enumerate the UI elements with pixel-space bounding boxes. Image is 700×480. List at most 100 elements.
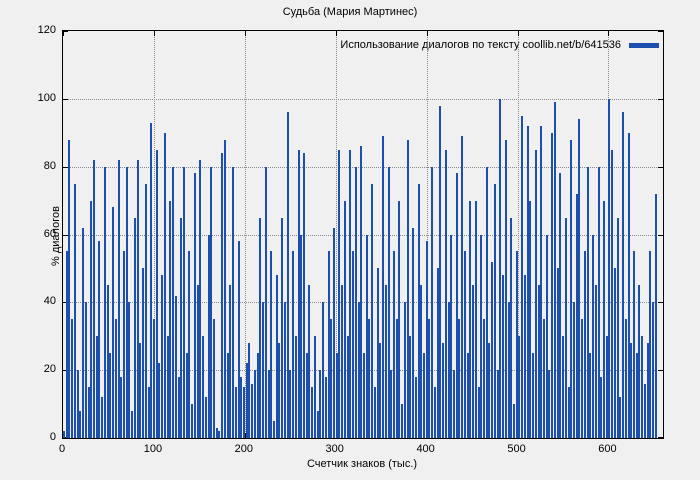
- bar: [229, 285, 232, 438]
- y-tick-mark: [63, 234, 68, 236]
- bar: [333, 227, 335, 438]
- bar: [444, 149, 447, 438]
- bar: [95, 336, 98, 438]
- bar: [204, 397, 207, 438]
- bar: [363, 353, 365, 438]
- bar: [412, 227, 415, 438]
- bar: [65, 251, 68, 438]
- bar: [406, 139, 409, 438]
- bar: [477, 387, 480, 438]
- bar: [327, 251, 330, 438]
- bar: [153, 319, 155, 438]
- bar: [343, 200, 346, 438]
- bar: [540, 125, 543, 438]
- bar: [223, 139, 226, 438]
- bar: [439, 105, 442, 438]
- y-tick-mark: [63, 302, 68, 304]
- y-tick-mark: [63, 370, 68, 372]
- bar: [600, 376, 603, 438]
- y-tick-label: 100: [37, 91, 56, 104]
- bar: [515, 251, 518, 438]
- bar: [594, 285, 597, 438]
- bar: [455, 173, 458, 438]
- bar: [248, 343, 251, 438]
- bar: [226, 353, 229, 438]
- gridline-vertical: [335, 31, 337, 438]
- y-tick-mark: [658, 370, 663, 372]
- bar: [297, 149, 300, 438]
- bar: [553, 102, 556, 438]
- bar: [191, 404, 194, 438]
- bar: [425, 241, 428, 438]
- bar: [491, 261, 494, 438]
- bar: [420, 285, 423, 438]
- bar: [316, 410, 319, 438]
- gridline-vertical: [244, 31, 246, 438]
- bar: [428, 319, 431, 438]
- bar: [63, 431, 65, 438]
- bar: [436, 268, 439, 438]
- bar: [142, 268, 145, 438]
- bar: [185, 353, 188, 438]
- bar: [581, 319, 584, 438]
- bar: [453, 370, 455, 438]
- bar: [294, 336, 297, 438]
- bar: [463, 251, 466, 438]
- bar: [354, 166, 357, 438]
- bar: [253, 370, 256, 438]
- bar: [368, 319, 371, 438]
- bar: [322, 302, 325, 438]
- bar: [196, 285, 199, 438]
- y-tick-mark: [658, 437, 663, 438]
- bar: [169, 200, 172, 438]
- bar: [649, 251, 652, 438]
- bar: [232, 166, 235, 438]
- bar: [125, 166, 128, 438]
- bar: [507, 302, 510, 438]
- bar: [90, 200, 93, 438]
- bar: [79, 410, 82, 438]
- bar: [578, 119, 581, 438]
- bar: [202, 336, 205, 438]
- y-tick-mark: [658, 234, 663, 236]
- bar: [218, 431, 221, 438]
- y-tick-label: 0: [49, 431, 56, 443]
- bar: [365, 234, 368, 438]
- x-tick-mark: [335, 31, 337, 36]
- y-tick-mark: [63, 437, 68, 438]
- bar: [215, 427, 218, 438]
- bar: [98, 241, 101, 438]
- bar: [262, 302, 265, 438]
- bar: [275, 275, 278, 438]
- bar: [193, 173, 196, 438]
- bar: [450, 234, 453, 438]
- bar: [346, 336, 349, 438]
- bar: [139, 343, 142, 438]
- bar: [382, 136, 385, 438]
- bar: [613, 268, 616, 438]
- bar: [221, 153, 224, 438]
- bar: [136, 159, 139, 438]
- bar: [499, 98, 502, 438]
- bar: [106, 285, 109, 438]
- bar: [109, 353, 112, 438]
- bar: [622, 112, 625, 438]
- bar: [123, 251, 125, 438]
- bar: [521, 115, 524, 438]
- y-tick-mark: [658, 302, 663, 304]
- bar: [144, 183, 147, 438]
- bar: [393, 251, 395, 438]
- bar: [537, 285, 540, 438]
- bar: [654, 193, 657, 438]
- bar: [638, 285, 641, 438]
- bar: [87, 387, 90, 438]
- bar: [635, 353, 638, 438]
- bar: [341, 285, 344, 438]
- bar: [510, 217, 513, 438]
- bar: [461, 136, 464, 438]
- bar: [643, 383, 646, 438]
- bar: [469, 200, 472, 438]
- y-tick-mark: [658, 98, 663, 100]
- bar: [589, 353, 592, 438]
